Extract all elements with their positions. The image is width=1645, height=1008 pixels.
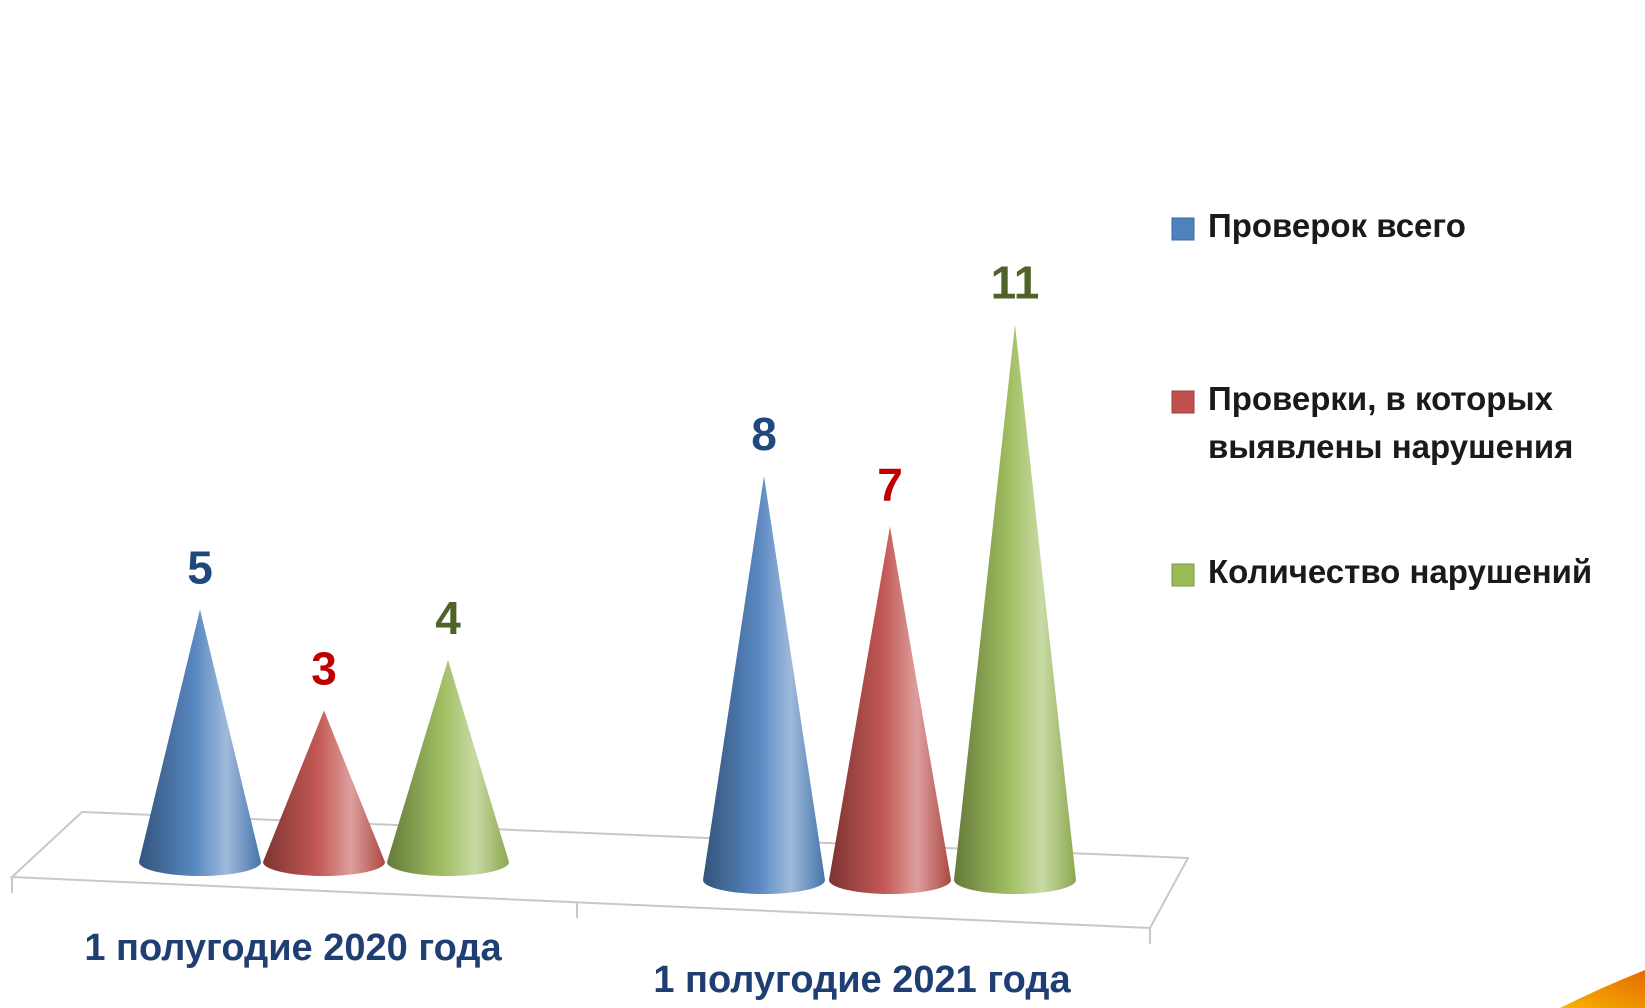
value-label: 3 (311, 643, 337, 695)
category-label: 1 полугодие 2021 года (653, 959, 1071, 1001)
cone-2-1 (703, 476, 825, 894)
value-labels: 5 3 4 8 7 11 (187, 257, 1039, 695)
value-label: 7 (877, 459, 903, 511)
cone-1-3 (387, 660, 509, 876)
legend-item: Проверки, в которых выявлены нарушения (1171, 380, 1573, 465)
legend-swatch (1171, 563, 1195, 587)
legend-item: Количество нарушений (1171, 553, 1592, 590)
chart-cones (139, 324, 1076, 894)
cone-2-2 (829, 526, 951, 894)
cone-2-3 (954, 324, 1076, 894)
value-label: 4 (435, 592, 461, 644)
legend-label: Количество нарушений (1208, 553, 1592, 590)
category-labels: 1 полугодие 2020 года 1 полугодие 2021 го… (84, 927, 1071, 1001)
swoosh-shape (1560, 970, 1645, 1008)
legend-item: Проверок всего (1171, 207, 1466, 244)
legend-swatch (1171, 390, 1195, 414)
value-label: 5 (187, 542, 213, 594)
legend: Проверок всего Проверки, в которых выявлен… (1171, 207, 1592, 590)
value-label: 11 (991, 257, 1040, 309)
legend-swatch (1171, 217, 1195, 241)
category-label: 1 полугодие 2020 года (84, 927, 502, 969)
value-label: 8 (751, 408, 777, 460)
cone-1-2 (263, 710, 385, 876)
legend-label: Проверок всего (1208, 207, 1466, 244)
cone-1-1 (139, 609, 261, 876)
legend-label: Проверки, в которых выявлены нарушения (1208, 380, 1573, 465)
corner-swoosh-decoration (1560, 970, 1645, 1008)
